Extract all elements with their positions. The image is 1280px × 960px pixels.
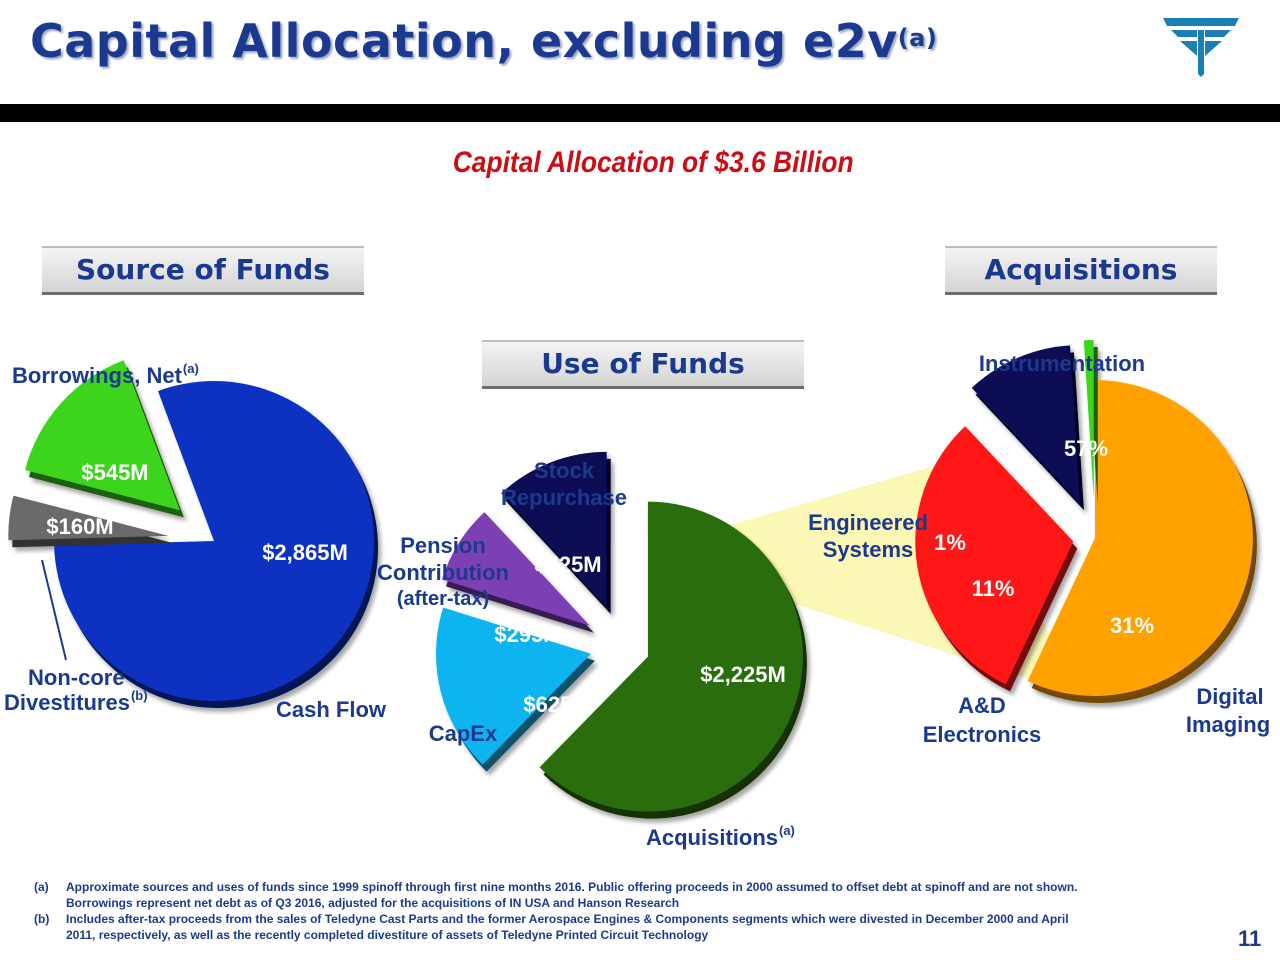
- non-core-value: $160M: [46, 514, 113, 539]
- capex-label: CapEx: [429, 721, 498, 746]
- non-core-divestitures-slice: [8, 495, 169, 541]
- digital-imaging-slice: [915, 426, 1074, 685]
- capex-value: $625M: [523, 692, 590, 717]
- teledyne-logo-icon: [1163, 18, 1239, 77]
- page-title-text: Capital Allocation, excluding e2v: [30, 14, 898, 68]
- borrowings-value: $545M: [81, 460, 148, 485]
- acquisitions-pie: [915, 339, 1257, 703]
- page-number: 11: [1238, 926, 1262, 951]
- title-divider-bar: [0, 104, 1280, 122]
- ad-electronics-label-line-1: A&D: [958, 693, 1006, 718]
- ad-electronics-label-line-2: Electronics: [923, 722, 1042, 747]
- instrumentation-label: Instrumentation: [979, 351, 1145, 376]
- footnote-a-line-1: Approximate sources and uses of funds si…: [66, 880, 1078, 894]
- borrowings-net-slice: [25, 360, 180, 511]
- cash-flow-slice: [54, 380, 375, 701]
- acquisitions-label: Acquisitions: [646, 825, 778, 850]
- footnote-b-label: (b): [34, 912, 50, 926]
- use-of-funds-header: Use of Funds: [482, 340, 804, 389]
- non-core-leader-line: [41, 559, 67, 661]
- acquisitions-slice: [539, 501, 803, 812]
- pension-label-line-2: Contribution: [377, 560, 509, 585]
- engineered-systems-value: 1%: [934, 530, 966, 555]
- pension-label-line-1: Pension: [400, 533, 486, 558]
- engineered-systems-label-line-1: Engineered: [808, 510, 928, 535]
- capex-slice: [436, 607, 591, 765]
- engineered-systems-slice: [1083, 339, 1094, 499]
- digital-imaging-label-line-2: Imaging: [1186, 712, 1270, 737]
- stock-repurchase-slice: [501, 451, 607, 607]
- use-of-funds-pie: [436, 451, 807, 819]
- chart-subtitle: Capital Allocation of $3.6 Billion: [452, 146, 854, 179]
- non-core-label-line-2-superscript: (b): [131, 688, 148, 703]
- non-core-label-line-2: Divestitures: [4, 690, 130, 715]
- stock-repurchase-label-line-1: Stock: [534, 458, 595, 483]
- title-area: [0, 0, 1280, 104]
- ad-electronics-slice: [971, 345, 1080, 504]
- digital-imaging-label-line-1: Digital: [1196, 684, 1263, 709]
- source-of-funds-header: Source of Funds: [42, 246, 364, 295]
- instrumentation-slice: [1027, 380, 1253, 696]
- acquisitions-label-superscript: (a): [779, 823, 795, 838]
- page-title-superscript: (a): [897, 24, 938, 52]
- borrowings-label-superscript: (a): [183, 361, 199, 376]
- pension-value: $295M: [494, 622, 561, 647]
- stock-repurchase-label-line-2: Repurchase: [501, 485, 627, 510]
- borrowings-label: Borrowings, Net: [12, 363, 183, 388]
- source-of-funds-pie: [8, 360, 379, 708]
- footnote-b-line-1: Includes after-tax proceeds from the sal…: [66, 912, 1069, 926]
- footnote-a-line-2: Borrowings represent net debt as of Q3 2…: [66, 896, 680, 910]
- cash-flow-label: Cash Flow: [276, 697, 387, 722]
- stock-repurchase-value: $425M: [534, 552, 601, 577]
- acquisitions-header: Acquisitions: [945, 246, 1217, 295]
- instrumentation-value: 57%: [1064, 436, 1108, 461]
- acquisitions-value: $2,225M: [700, 662, 786, 687]
- digital-imaging-value: 31%: [1110, 613, 1154, 638]
- page-title: Capital Allocation, excluding e2v(a): [30, 14, 937, 68]
- pension-contribution-slice: [442, 512, 590, 626]
- cash-flow-value: $2,865M: [262, 540, 348, 565]
- footnote-b-line-2: 2011, respectively, as well as the recen…: [66, 928, 709, 942]
- engineered-systems-label-line-2: Systems: [823, 537, 914, 562]
- pension-label-line-3: (after-tax): [397, 588, 489, 610]
- footnote-a-label: (a): [34, 880, 49, 894]
- ad-electronics-value: 11%: [972, 576, 1015, 601]
- non-core-label-line-1: Non-core: [28, 665, 125, 690]
